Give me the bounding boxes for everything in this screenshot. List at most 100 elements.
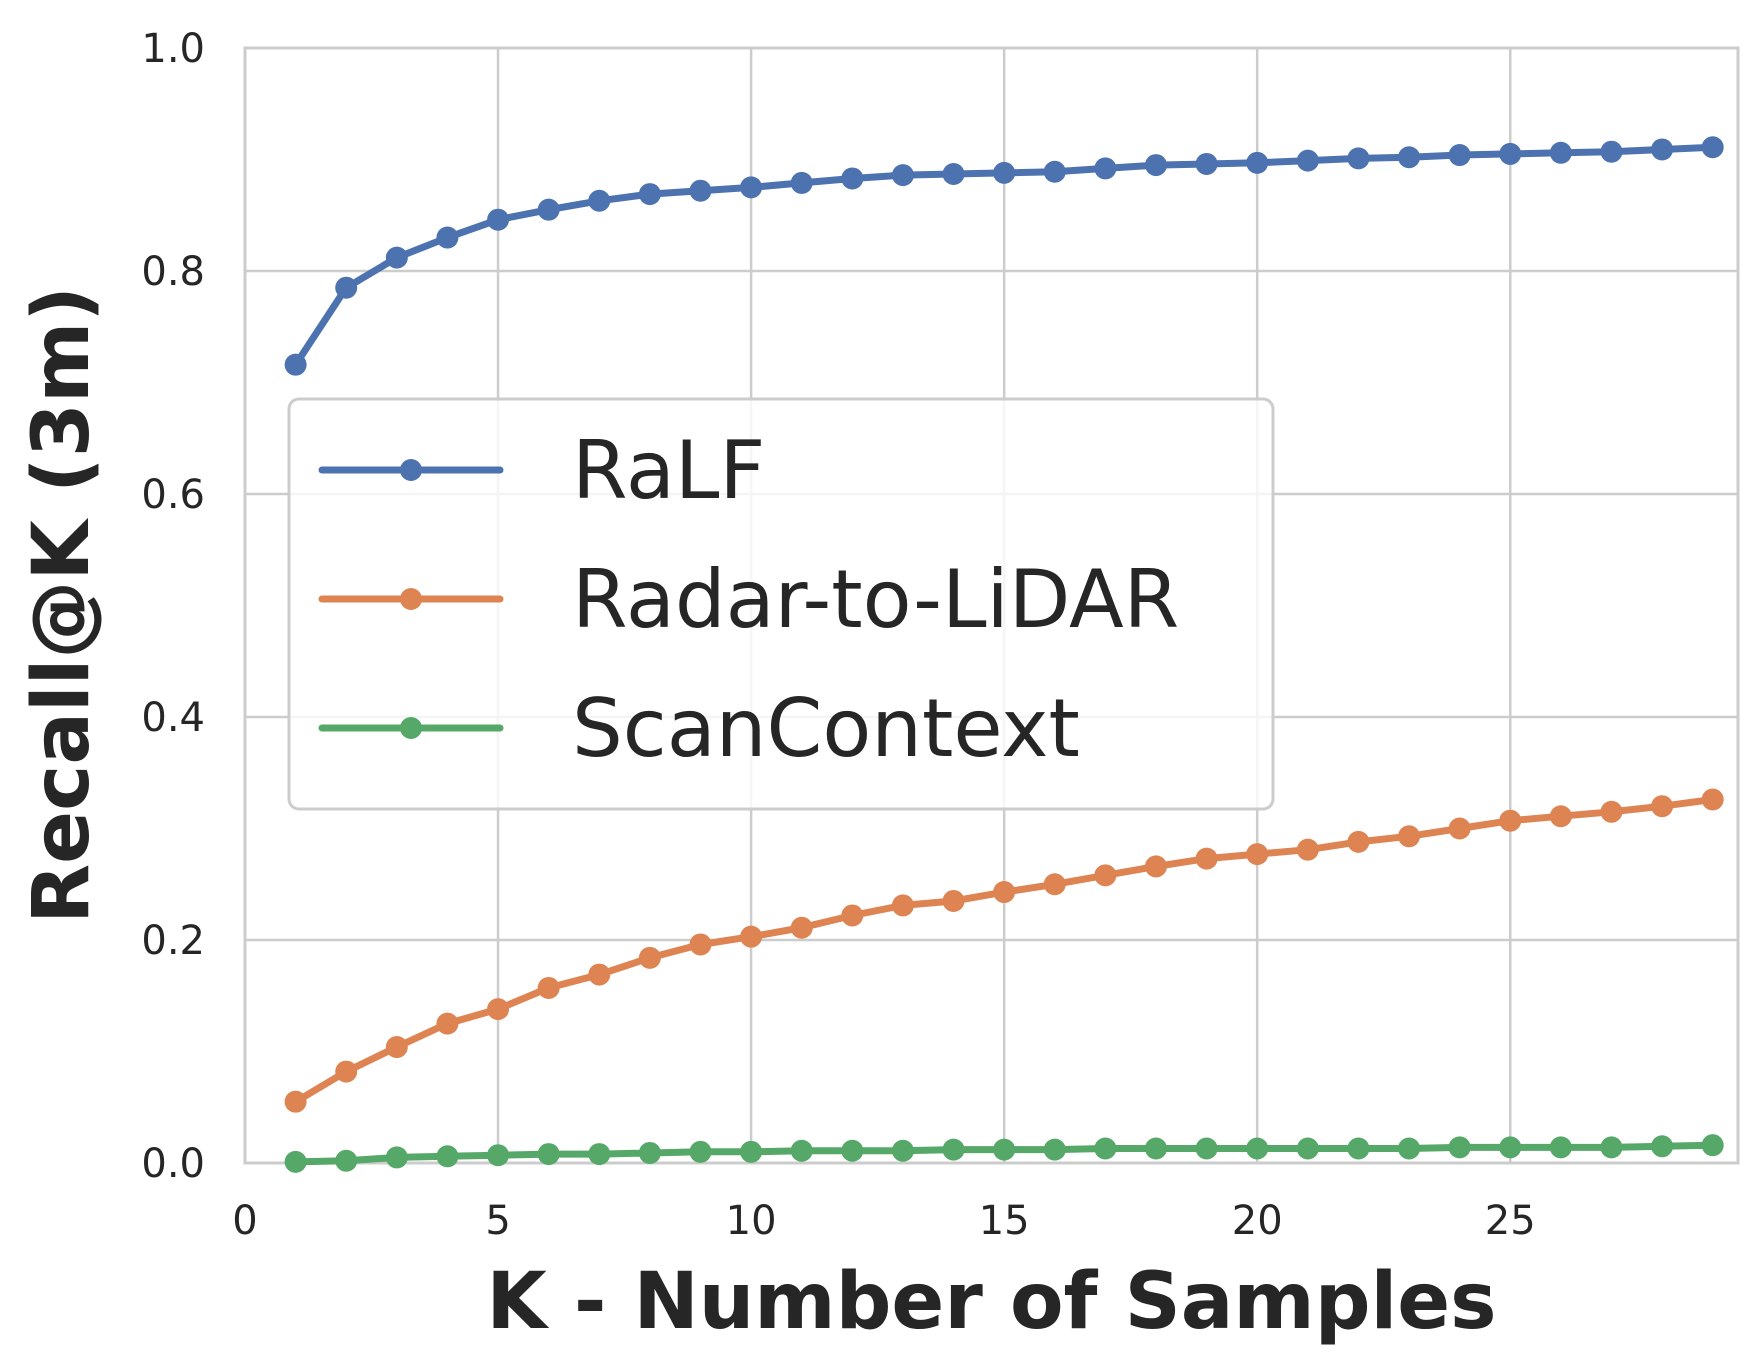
data-point: [1195, 847, 1218, 870]
x-tick-label: 0: [232, 1198, 257, 1244]
data-point: [1347, 1137, 1370, 1160]
x-axis-ticks: 0 5 10 15 20 25: [232, 1198, 1535, 1244]
y-tick-label: 0.4: [141, 695, 205, 741]
data-point: [891, 1139, 914, 1162]
legend-label: ScanContext: [572, 682, 1080, 775]
data-point: [436, 1012, 459, 1035]
data-point: [790, 916, 813, 939]
data-point: [942, 889, 965, 912]
y-axis-ticks: 0.0 0.2 0.4 0.6 0.8 1.0: [141, 26, 205, 1187]
data-point: [993, 881, 1016, 904]
series-ralf: [284, 136, 1724, 376]
data-point: [436, 1145, 459, 1168]
data-point: [1246, 843, 1269, 866]
data-point: [1195, 1137, 1218, 1160]
y-tick-label: 0.0: [141, 1141, 205, 1187]
y-tick-label: 1.0: [141, 26, 205, 72]
data-point: [1296, 149, 1319, 172]
legend-box: [287, 397, 1275, 811]
plot-area-frame: [243, 46, 1740, 1165]
data-point: [1296, 1137, 1319, 1160]
data-point: [588, 963, 611, 986]
data-point: [1043, 1138, 1066, 1161]
legend-marker: [400, 588, 422, 610]
data-point: [1448, 817, 1471, 840]
y-tick-label: 0.2: [141, 918, 205, 964]
y-axis-title: Recall@K (3m): [17, 286, 107, 924]
data-point: [284, 1090, 307, 1113]
data-point: [1246, 1137, 1269, 1160]
data-point: [284, 1150, 307, 1173]
data-point: [1144, 154, 1167, 177]
data-point: [1549, 805, 1572, 828]
data-point: [1499, 142, 1522, 165]
data-point: [335, 276, 358, 299]
series-radar-to-lidar: [284, 788, 1724, 1113]
data-point: [1651, 138, 1674, 161]
x-tick-label: 20: [1232, 1198, 1283, 1244]
data-point: [1499, 1136, 1522, 1159]
data-point: [1651, 1135, 1674, 1158]
y-tick-label: 0.8: [141, 249, 205, 295]
data-point: [891, 164, 914, 187]
data-point: [1094, 864, 1117, 887]
data-point: [487, 998, 510, 1021]
data-point: [1296, 838, 1319, 861]
data-point: [1549, 141, 1572, 164]
data-point: [1094, 157, 1117, 180]
data-point: [1347, 830, 1370, 853]
data-point: [740, 1140, 763, 1163]
data-point: [790, 171, 813, 194]
data-point: [790, 1139, 813, 1162]
data-point: [942, 1138, 965, 1161]
data-point: [740, 176, 763, 199]
data-point: [537, 976, 560, 999]
x-tick-label: 10: [726, 1198, 777, 1244]
data-point: [993, 161, 1016, 184]
data-point: [385, 246, 408, 269]
y-tick-label: 0.6: [141, 472, 205, 518]
data-point: [1651, 795, 1674, 818]
x-tick-label: 15: [979, 1198, 1030, 1244]
data-point: [1347, 147, 1370, 170]
legend-label: RaLF: [572, 424, 765, 517]
data-point: [1600, 140, 1623, 163]
data-point: [1448, 144, 1471, 167]
data-point: [1549, 1136, 1572, 1159]
data-point: [1144, 855, 1167, 878]
data-point: [1043, 873, 1066, 896]
data-point: [335, 1060, 358, 1083]
data-point: [1195, 152, 1218, 175]
data-point: [638, 946, 661, 969]
data-point: [841, 167, 864, 190]
data-point: [689, 933, 712, 956]
data-point: [1398, 825, 1421, 848]
series-scancontext: [284, 1134, 1724, 1173]
data-point: [993, 1138, 1016, 1161]
data-point: [1600, 1136, 1623, 1159]
series-layer: [284, 136, 1724, 1173]
x-axis-title: K - Number of Samples: [486, 1257, 1496, 1347]
data-point: [1600, 800, 1623, 823]
data-point: [1398, 1137, 1421, 1160]
data-point: [1448, 1136, 1471, 1159]
data-point: [436, 226, 459, 249]
data-point: [588, 189, 611, 212]
data-point: [1701, 136, 1724, 159]
data-point: [841, 904, 864, 927]
data-point: [385, 1146, 408, 1169]
data-point: [891, 894, 914, 917]
x-tick-label: 25: [1485, 1198, 1536, 1244]
data-point: [740, 925, 763, 948]
legend-label: Radar-to-LiDAR: [572, 553, 1179, 646]
data-point: [335, 1149, 358, 1172]
data-point: [1043, 160, 1066, 183]
data-point: [588, 1143, 611, 1166]
data-point: [1398, 146, 1421, 169]
data-point: [638, 1141, 661, 1164]
data-point: [689, 1140, 712, 1163]
data-point: [537, 1143, 560, 1166]
data-point: [841, 1139, 864, 1162]
data-point: [1144, 1137, 1167, 1160]
